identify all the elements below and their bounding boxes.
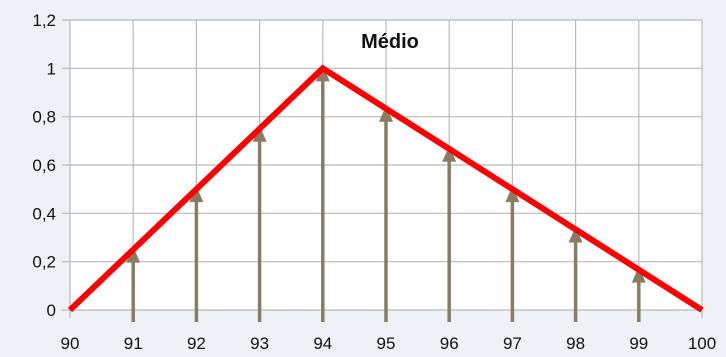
y-tick-label: 0,4 bbox=[32, 204, 56, 223]
x-tick-label: 91 bbox=[124, 334, 143, 353]
x-tick-label: 95 bbox=[377, 334, 396, 353]
x-tick-label: 99 bbox=[629, 334, 648, 353]
x-tick-label: 90 bbox=[61, 334, 80, 353]
y-tick-label: 0,6 bbox=[32, 156, 56, 175]
tick-layer: 0 0,2 0,4 0,6 0,8 1 1,2 90 91 92 93 94 95 96 97 98 99 100 bbox=[32, 11, 716, 353]
stem-arrowhead bbox=[505, 186, 520, 203]
y-tick-label: 1,2 bbox=[32, 11, 56, 30]
x-tick-label: 94 bbox=[313, 334, 332, 353]
stem-arrowhead bbox=[189, 186, 204, 203]
stem-arrowhead bbox=[568, 226, 583, 243]
stem-arrowhead bbox=[252, 125, 267, 142]
stem-arrowhead bbox=[126, 246, 141, 263]
chart-title: Médio bbox=[361, 31, 419, 53]
x-tick-label: 97 bbox=[503, 334, 522, 353]
stem-arrowhead bbox=[315, 65, 330, 82]
y-tick-label: 0 bbox=[47, 301, 56, 320]
x-tick-label: 93 bbox=[250, 334, 269, 353]
x-tick-label: 98 bbox=[566, 334, 585, 353]
x-tick-label: 100 bbox=[688, 334, 716, 353]
stem-arrowhead bbox=[631, 266, 646, 283]
stem-arrowhead bbox=[379, 105, 393, 122]
stem-layer bbox=[126, 65, 646, 322]
series-line bbox=[67, 64, 704, 313]
y-tick-label: 0,2 bbox=[32, 253, 56, 272]
stem-arrowhead bbox=[442, 145, 457, 162]
x-tick-label: 92 bbox=[187, 334, 206, 353]
line-layer bbox=[67, 64, 704, 313]
x-tick-label: 96 bbox=[440, 334, 459, 353]
y-tick-label: 1 bbox=[47, 59, 56, 78]
y-tick-label: 0,8 bbox=[32, 108, 56, 127]
